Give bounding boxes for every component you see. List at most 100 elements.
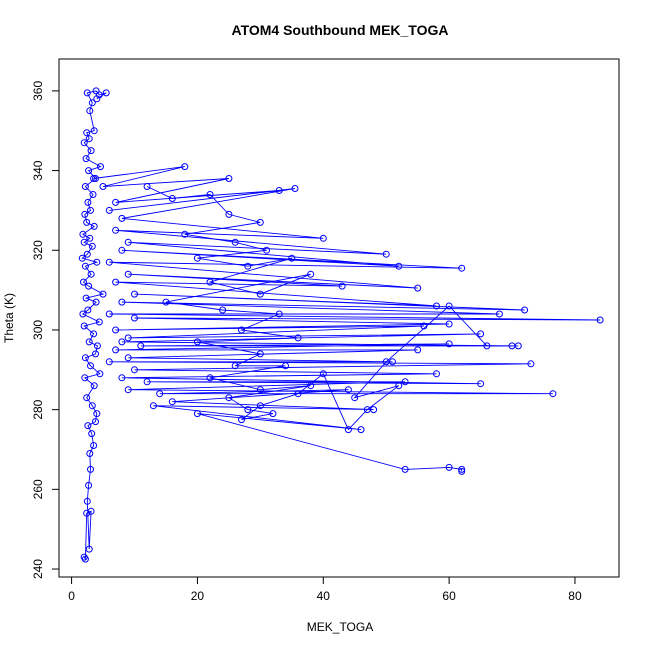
data-point bbox=[85, 135, 93, 143]
data-point bbox=[84, 306, 92, 314]
data-point bbox=[87, 270, 95, 278]
data-point bbox=[90, 382, 98, 390]
data-point bbox=[90, 442, 98, 449]
data-point bbox=[131, 290, 138, 298]
series-1 bbox=[90, 163, 604, 475]
data-point bbox=[83, 394, 91, 402]
data-point bbox=[80, 139, 88, 147]
data-point bbox=[363, 406, 371, 414]
data-point bbox=[291, 185, 299, 192]
data-point bbox=[495, 310, 503, 318]
data-point bbox=[81, 374, 89, 382]
data-point bbox=[92, 418, 99, 426]
data-point bbox=[81, 210, 89, 218]
data-point bbox=[225, 210, 233, 218]
data-point bbox=[244, 406, 252, 414]
data-point bbox=[81, 555, 89, 563]
data-point bbox=[92, 175, 99, 182]
data-point bbox=[118, 298, 126, 306]
x-tick-label: 20 bbox=[191, 589, 205, 603]
data-point bbox=[344, 386, 352, 394]
series-layer bbox=[78, 87, 604, 563]
data-point bbox=[238, 416, 245, 424]
data-point bbox=[596, 316, 604, 324]
data-point bbox=[85, 481, 93, 489]
data-point bbox=[508, 342, 516, 350]
data-point bbox=[124, 238, 132, 246]
data-point bbox=[307, 382, 315, 390]
data-point bbox=[105, 358, 113, 366]
data-point bbox=[206, 374, 214, 382]
data-point bbox=[86, 234, 94, 242]
data-point bbox=[219, 306, 227, 314]
data-point bbox=[319, 370, 327, 378]
data-point bbox=[81, 354, 89, 362]
data-point bbox=[93, 342, 101, 350]
data-point bbox=[86, 450, 94, 457]
x-axis-label: MEK_TOGA bbox=[307, 620, 373, 634]
data-point bbox=[92, 350, 99, 358]
y-axis: 240 260 280 300 320 340 360 bbox=[31, 81, 60, 579]
data-point bbox=[414, 284, 422, 292]
data-point bbox=[87, 507, 95, 515]
data-point bbox=[112, 346, 120, 354]
data-point bbox=[238, 326, 245, 334]
data-point bbox=[338, 282, 346, 290]
data-point bbox=[95, 318, 103, 326]
data-point bbox=[275, 310, 283, 318]
x-tick-label: 40 bbox=[317, 589, 331, 603]
data-point bbox=[85, 282, 93, 290]
data-point bbox=[97, 163, 104, 171]
data-point bbox=[112, 278, 120, 286]
series-2 bbox=[143, 183, 516, 434]
y-tick-label: 320 bbox=[31, 240, 45, 260]
data-point bbox=[483, 342, 491, 350]
data-point bbox=[231, 362, 239, 370]
series-line bbox=[93, 166, 601, 472]
data-point bbox=[88, 430, 96, 438]
data-point bbox=[83, 89, 91, 97]
data-point bbox=[90, 175, 98, 182]
data-point bbox=[275, 187, 283, 194]
data-point bbox=[105, 310, 113, 318]
data-point bbox=[156, 390, 164, 398]
data-point bbox=[433, 370, 440, 378]
data-point bbox=[85, 167, 93, 175]
data-point bbox=[382, 250, 390, 258]
y-tick-label: 340 bbox=[31, 160, 45, 180]
data-point bbox=[193, 410, 201, 418]
data-point bbox=[288, 254, 296, 262]
data-point bbox=[143, 378, 151, 386]
data-point bbox=[96, 370, 104, 378]
data-point bbox=[82, 155, 90, 163]
data-point bbox=[414, 346, 422, 354]
data-point bbox=[112, 326, 120, 334]
data-point bbox=[181, 230, 189, 238]
data-point bbox=[87, 206, 94, 214]
data-point bbox=[445, 302, 453, 310]
data-point bbox=[124, 334, 132, 342]
data-point bbox=[181, 163, 189, 171]
data-point bbox=[105, 258, 113, 266]
series-0 bbox=[78, 87, 110, 563]
data-point bbox=[79, 310, 87, 318]
data-point bbox=[344, 426, 352, 434]
data-point bbox=[99, 290, 107, 298]
y-axis-label: Theta (K) bbox=[2, 293, 16, 343]
y-tick-label: 300 bbox=[31, 320, 45, 340]
data-point bbox=[89, 191, 97, 198]
data-point bbox=[99, 183, 107, 190]
data-point bbox=[81, 183, 89, 190]
data-point bbox=[225, 175, 233, 182]
data-point bbox=[112, 198, 120, 206]
data-point bbox=[351, 394, 359, 402]
chart-title: ATOM4 Southbound MEK_TOGA bbox=[232, 22, 449, 38]
data-point bbox=[458, 264, 466, 272]
data-point bbox=[231, 238, 239, 246]
y-tick-label: 360 bbox=[31, 81, 45, 101]
data-point bbox=[83, 497, 91, 505]
data-point bbox=[357, 426, 365, 434]
data-point bbox=[225, 394, 233, 402]
x-tick-label: 80 bbox=[568, 589, 582, 603]
